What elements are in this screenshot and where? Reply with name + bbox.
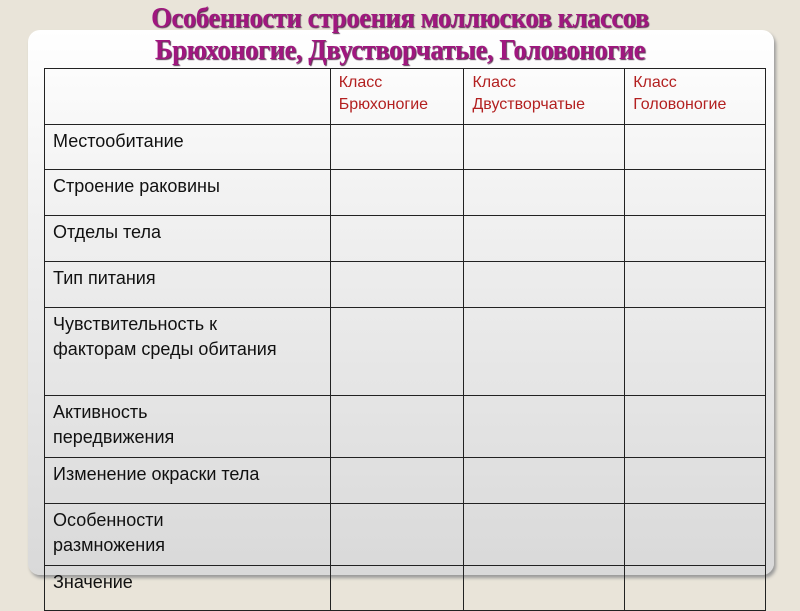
row-label: Тип питания <box>44 261 331 308</box>
header-cephalopoda: Класс Головоногие <box>624 68 766 125</box>
header-empty <box>44 68 331 125</box>
empty-cell[interactable] <box>624 395 766 458</box>
row-label: Значение <box>44 565 331 611</box>
title-line-1: Особенности строения моллюсков классов <box>151 2 649 34</box>
empty-cell[interactable] <box>624 565 766 611</box>
table-row: Активность передвижения <box>44 395 766 458</box>
empty-cell[interactable] <box>624 169 766 216</box>
empty-cell[interactable] <box>329 565 465 611</box>
table-row: Строение раковины <box>44 169 766 216</box>
empty-cell[interactable] <box>329 395 465 458</box>
empty-cell[interactable] <box>463 503 626 566</box>
header-label: Брюхоногие <box>338 96 429 113</box>
header-row: Класс Брюхоногие Класс Двустворчатые Класс… <box>44 68 766 125</box>
row-label: Активность передвижения <box>44 395 331 458</box>
empty-cell[interactable] <box>463 565 626 611</box>
empty-cell[interactable] <box>463 307 626 396</box>
table-row: Чувствительность к факторам среды обитан… <box>44 307 766 396</box>
empty-cell[interactable] <box>463 215 626 262</box>
row-label: Особенности размножения <box>44 503 331 566</box>
empty-cell[interactable] <box>624 124 766 170</box>
table-row: Значение <box>44 565 766 611</box>
empty-cell[interactable] <box>624 261 766 308</box>
header-bivalvia: Класс Двустворчатые <box>463 68 626 125</box>
header-label: Двустворчатые <box>472 96 585 113</box>
empty-cell[interactable] <box>463 457 626 504</box>
header-gastropoda: Класс Брюхоногие <box>329 68 465 125</box>
empty-cell[interactable] <box>624 503 766 566</box>
title-line-2: Брюхоногие, Двустворчатые, Головоногие <box>154 34 646 66</box>
row-label: Отделы тела <box>44 215 331 262</box>
empty-cell[interactable] <box>463 395 626 458</box>
header-label: Класс <box>472 74 517 91</box>
empty-cell[interactable] <box>329 261 465 308</box>
empty-cell[interactable] <box>463 124 626 170</box>
header-label: Головоногие <box>633 96 727 113</box>
comparison-table: Класс Брюхоногие Класс Двустворчатые Класс… <box>44 68 766 611</box>
row-label: Местообитание <box>44 124 331 170</box>
row-label: Строение раковины <box>44 169 331 216</box>
table-row: Местообитание <box>44 124 766 170</box>
empty-cell[interactable] <box>329 503 465 566</box>
table-row: Особенности размножения <box>44 503 766 566</box>
header-label: Класс <box>338 74 383 91</box>
empty-cell[interactable] <box>624 457 766 504</box>
table-row: Тип питания <box>44 261 766 308</box>
empty-cell[interactable] <box>624 215 766 262</box>
empty-cell[interactable] <box>624 307 766 396</box>
table-row: Отделы тела <box>44 215 766 262</box>
empty-cell[interactable] <box>329 169 465 216</box>
header-label: Класс <box>633 74 677 91</box>
empty-cell[interactable] <box>329 215 465 262</box>
empty-cell[interactable] <box>329 307 465 396</box>
empty-cell[interactable] <box>329 457 465 504</box>
empty-cell[interactable] <box>463 169 626 216</box>
empty-cell[interactable] <box>329 124 465 170</box>
row-label: Изменение окраски тела <box>44 457 331 504</box>
table-row: Изменение окраски тела <box>44 457 766 504</box>
empty-cell[interactable] <box>463 261 626 308</box>
row-label: Чувствительность к факторам среды обитан… <box>44 307 331 396</box>
